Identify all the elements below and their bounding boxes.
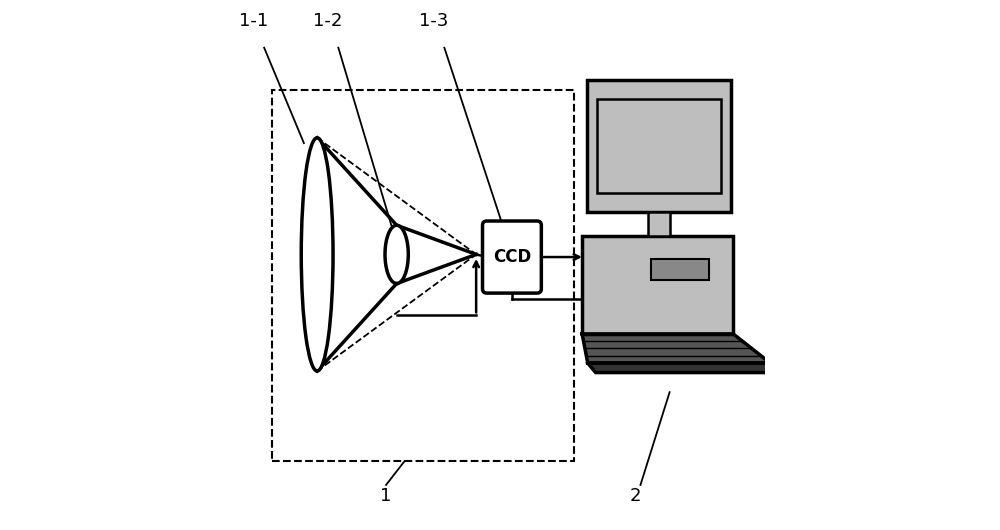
Text: CCD: CCD [493, 248, 531, 266]
Polygon shape [385, 225, 408, 284]
Text: 1-2: 1-2 [313, 12, 342, 30]
Polygon shape [582, 334, 770, 363]
Bar [648, 212, 670, 236]
Text: 1-1: 1-1 [239, 12, 268, 30]
Bar [582, 236, 733, 334]
Bar [651, 259, 709, 280]
Text: 1-3: 1-3 [419, 12, 448, 30]
Text: 2: 2 [629, 487, 641, 505]
FancyBboxPatch shape [483, 221, 541, 293]
Polygon shape [588, 363, 778, 373]
Bar [272, 90, 574, 461]
Text: 1: 1 [380, 487, 392, 505]
Bar [597, 99, 721, 193]
Ellipse shape [301, 138, 333, 371]
Bar [587, 80, 731, 212]
